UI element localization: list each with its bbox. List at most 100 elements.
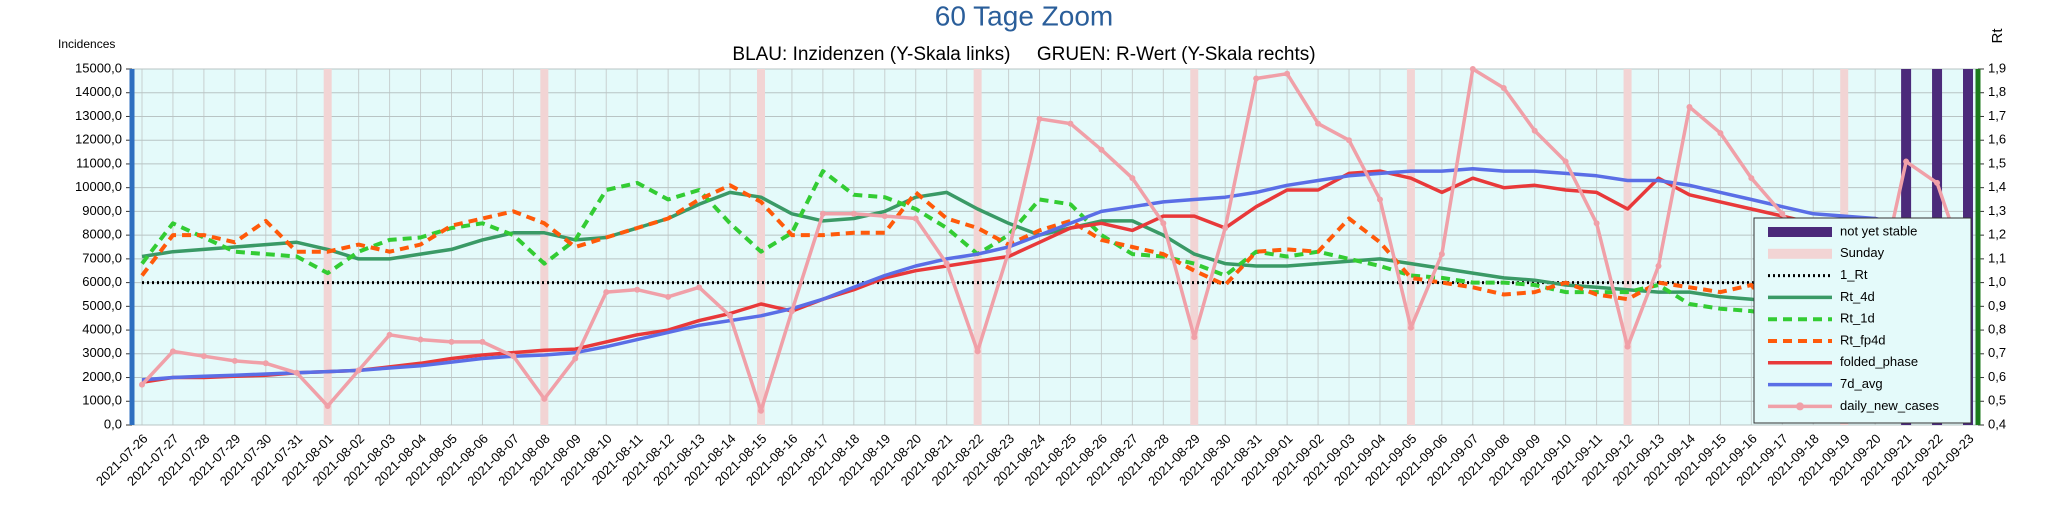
- chart-subtitle: BLAU: Inzidenzen (Y-Skala links) GRUEN: …: [732, 44, 1315, 65]
- legend-label: Sunday: [1840, 245, 1885, 260]
- point: [1284, 70, 1291, 77]
- y-tick-label: 12000,0: [75, 132, 122, 147]
- point: [1253, 75, 1260, 82]
- y-tick-label: 10000,0: [75, 179, 122, 194]
- series-line: [141, 166, 1969, 382]
- point: [1407, 324, 1414, 331]
- point: [324, 403, 331, 410]
- y-tick-label: 14000,0: [75, 84, 122, 99]
- y-tick-label: 7000,0: [82, 250, 122, 265]
- y-tick-label: 3000,0: [82, 345, 122, 360]
- point: [1376, 196, 1383, 203]
- point: [1531, 127, 1538, 134]
- point: [200, 353, 207, 360]
- point: [1160, 220, 1167, 227]
- y-tick-label: 4000,0: [82, 322, 122, 337]
- point: [1438, 251, 1445, 258]
- point: [1686, 103, 1693, 110]
- point: [1346, 137, 1353, 144]
- y2-tick-label: 1,8: [1988, 84, 2006, 99]
- point: [1191, 334, 1198, 341]
- y2-tick-label: 0,7: [1988, 345, 2006, 360]
- legend-label: 1_Rt: [1840, 267, 1868, 282]
- legend-label: 7d_avg: [1840, 376, 1883, 391]
- bar: [1623, 69, 1632, 425]
- point: [850, 210, 857, 217]
- point: [293, 369, 300, 376]
- y-tick-label: 13000,0: [75, 108, 122, 123]
- y2-tick-label: 1,9: [1988, 60, 2006, 75]
- point: [479, 338, 486, 345]
- point: [696, 284, 703, 291]
- legend-label: not yet stable: [1840, 223, 1917, 238]
- y2-tick-label: 1,2: [1988, 227, 2006, 242]
- bar: [323, 69, 332, 425]
- legend-swatch: [1768, 227, 1832, 237]
- y2-tick-label: 1,7: [1988, 108, 2006, 123]
- y-tick-label: 2000,0: [82, 369, 122, 384]
- point: [788, 308, 795, 315]
- legend-label: folded_phase: [1840, 354, 1918, 369]
- legend-swatch: [1768, 248, 1832, 259]
- point: [1222, 225, 1229, 232]
- y-tick-label: 8000,0: [82, 227, 122, 242]
- bar: [1190, 69, 1199, 425]
- point: [1036, 115, 1043, 122]
- point: [1779, 210, 1786, 217]
- bar: [1406, 69, 1415, 425]
- y-tick-label: 9000,0: [82, 203, 122, 218]
- point: [417, 336, 424, 343]
- legend-marker: [1796, 402, 1804, 411]
- series-line: [140, 67, 1970, 413]
- y2-tick-label: 1,6: [1988, 132, 2006, 147]
- y2-tick-label: 1,3: [1988, 203, 2006, 218]
- point: [386, 331, 393, 338]
- point: [355, 367, 362, 374]
- y-tick-label: 1000,0: [82, 393, 122, 408]
- series-line: [141, 190, 1969, 316]
- point: [634, 286, 641, 293]
- y-axis-label: Incidences: [58, 37, 115, 51]
- point: [1129, 175, 1136, 182]
- legend-label: Rt_fp4d: [1840, 332, 1886, 347]
- point: [1067, 120, 1074, 127]
- y-tick-label: 5000,0: [82, 298, 122, 313]
- y2-tick-label: 0,6: [1988, 369, 2006, 384]
- y2-tick-label: 1,0: [1988, 274, 2006, 289]
- legend-label: daily_new_cases: [1840, 398, 1940, 413]
- y2-tick-label: 1,1: [1988, 250, 2006, 265]
- point: [541, 395, 548, 402]
- point: [1098, 146, 1105, 153]
- y2-tick-label: 1,5: [1988, 155, 2006, 170]
- point: [1005, 248, 1012, 255]
- point: [943, 260, 950, 267]
- point: [231, 357, 238, 364]
- point: [1500, 84, 1507, 91]
- point: [169, 348, 176, 355]
- point: [262, 360, 269, 367]
- bar: [756, 69, 765, 425]
- y-tick-label: 11000,0: [76, 155, 122, 170]
- point: [665, 293, 672, 300]
- point: [727, 312, 734, 319]
- point: [510, 353, 517, 360]
- point: [819, 210, 826, 217]
- point: [448, 338, 455, 345]
- point: [881, 213, 888, 220]
- bar: [973, 69, 982, 425]
- point: [1717, 130, 1724, 137]
- plot-area: [131, 68, 1979, 426]
- y-tick-label: 15000,0: [75, 60, 122, 75]
- y2-tick-label: 0,4: [1988, 416, 2006, 431]
- point: [1903, 158, 1910, 165]
- y-tick-label: 6000,0: [82, 274, 122, 289]
- point: [1655, 262, 1662, 269]
- point: [572, 355, 579, 362]
- legend-label: Rt_4d: [1840, 289, 1875, 304]
- point: [912, 215, 919, 222]
- point: [1624, 343, 1631, 350]
- point: [139, 381, 145, 388]
- legend-label: Rt_1d: [1840, 311, 1875, 326]
- y2-tick-label: 0,5: [1988, 393, 2006, 408]
